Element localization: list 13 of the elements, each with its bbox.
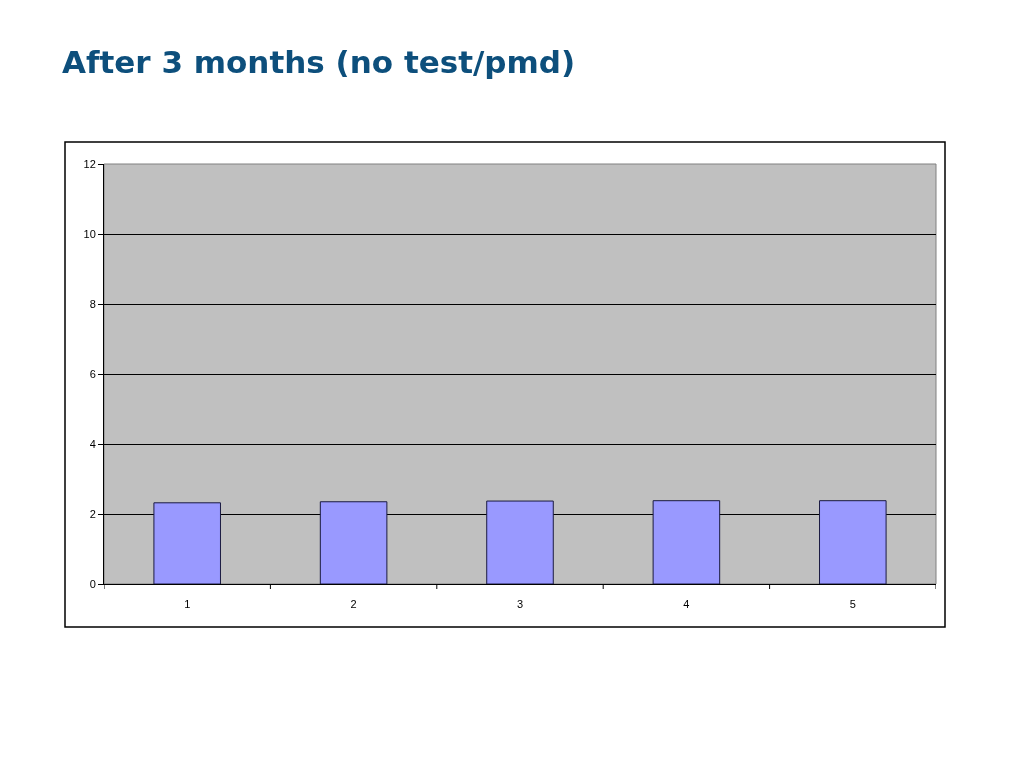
y-tick-label: 6: [89, 367, 96, 380]
y-tick-label: 0: [89, 577, 96, 590]
x-tick-label: 3: [516, 598, 524, 611]
x-tick-label: 2: [350, 598, 357, 611]
chart-title: After 3 months (no test/pmd): [62, 43, 576, 80]
y-tick-label: 10: [83, 227, 96, 240]
x-tick-label: 1: [184, 598, 191, 611]
x-tick-label: 4: [683, 598, 690, 611]
x-tick-label: 5: [849, 598, 856, 611]
y-tick-label: 4: [89, 437, 96, 450]
y-tick-label: 12: [83, 157, 96, 170]
y-tick-label: 2: [89, 507, 96, 520]
y-tick-label: 8: [89, 297, 96, 310]
